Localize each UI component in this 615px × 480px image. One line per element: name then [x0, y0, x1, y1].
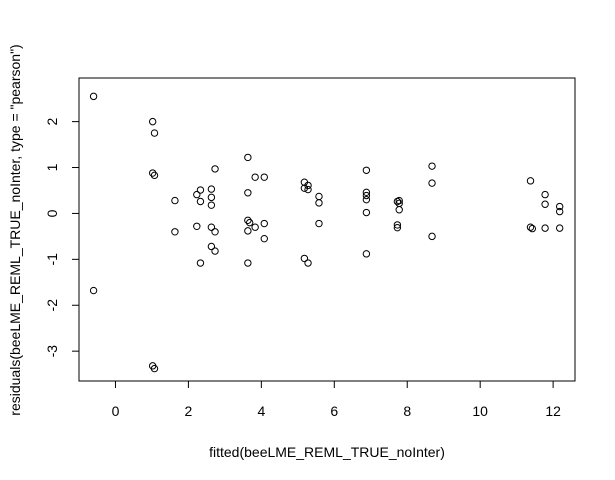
data-point: [207, 223, 216, 231]
x-tick-label: 2: [185, 403, 193, 419]
plot-frame: [78, 77, 576, 382]
data-point: [211, 228, 219, 236]
data-point: [528, 224, 537, 233]
y-axis: -3 -2 -1 0 1 2: [44, 118, 80, 358]
data-point: [251, 173, 259, 181]
data-point: [260, 234, 268, 243]
x-tick-label: 12: [545, 403, 561, 419]
x-tick-label: 0: [112, 403, 120, 419]
data-point: [196, 186, 205, 194]
data-point: [362, 166, 371, 174]
data-point: [362, 208, 371, 217]
data-point: [207, 242, 216, 251]
x-tick-label: 8: [403, 403, 411, 419]
data-point: [171, 196, 179, 205]
x-tick-label: 4: [257, 403, 265, 419]
y-tick-label: -1: [44, 253, 60, 266]
data-point: [304, 185, 312, 194]
data-point: [207, 185, 216, 193]
data-point: [428, 179, 436, 187]
data-point: [150, 129, 159, 137]
data-point: [193, 190, 201, 199]
data-point: [245, 218, 254, 227]
x-tick-label: 6: [330, 403, 338, 419]
data-point: [89, 286, 98, 295]
y-tick-label: 0: [44, 209, 60, 217]
y-tick-label: -3: [44, 345, 60, 358]
data-point: [315, 199, 323, 207]
y-tick-label: 2: [44, 118, 60, 126]
data-point: [244, 189, 252, 197]
data-point: [428, 232, 436, 241]
data-point: [555, 207, 564, 216]
data-point: [251, 223, 259, 231]
data-point: [428, 162, 436, 170]
data-point: [89, 92, 98, 101]
data-point: [300, 254, 309, 263]
data-point: [196, 197, 205, 206]
data-point: [395, 206, 403, 214]
y-axis-label: residuals(beeLME_REML_TRUE_noInter, type…: [7, 44, 23, 415]
data-point: [362, 250, 371, 258]
data-point: [244, 259, 252, 267]
data-point: [304, 259, 312, 267]
data-point: [148, 117, 157, 126]
data-point: [541, 190, 549, 199]
x-axis-label: fitted(beeLME_REML_TRUE_noInter): [209, 444, 445, 460]
data-point: [555, 202, 564, 211]
data-point: [211, 247, 219, 255]
data-point: [362, 188, 371, 197]
data-point: [244, 227, 252, 235]
data-point: [315, 219, 323, 228]
data-point: [171, 228, 179, 236]
data-point: [148, 169, 157, 177]
data-point: [362, 195, 371, 204]
data-point: [526, 223, 535, 231]
data-point: [207, 193, 216, 202]
x-tick-label: 10: [472, 403, 488, 419]
data-point: [211, 165, 219, 173]
data-point: [244, 216, 252, 225]
data-point: [150, 171, 159, 180]
data-point: [393, 223, 402, 232]
y-tick-label: -2: [44, 299, 60, 312]
data-point: [362, 191, 371, 200]
data-point: [260, 173, 268, 181]
data-points: [89, 92, 564, 373]
data-point: [395, 196, 403, 205]
y-tick-label: 1: [44, 163, 60, 171]
data-point: [555, 224, 564, 232]
x-axis: 0 2 4 6 8 10 12: [112, 380, 561, 419]
data-point: [260, 219, 268, 228]
data-point: [393, 221, 402, 229]
data-point: [196, 259, 205, 267]
data-point: [193, 222, 201, 230]
data-point: [207, 201, 216, 209]
data-point: [244, 153, 252, 162]
data-point: [541, 200, 549, 208]
data-point: [541, 224, 549, 232]
data-point: [304, 181, 312, 190]
data-point: [526, 177, 535, 185]
data-point: [150, 364, 159, 373]
data-point: [315, 192, 323, 201]
